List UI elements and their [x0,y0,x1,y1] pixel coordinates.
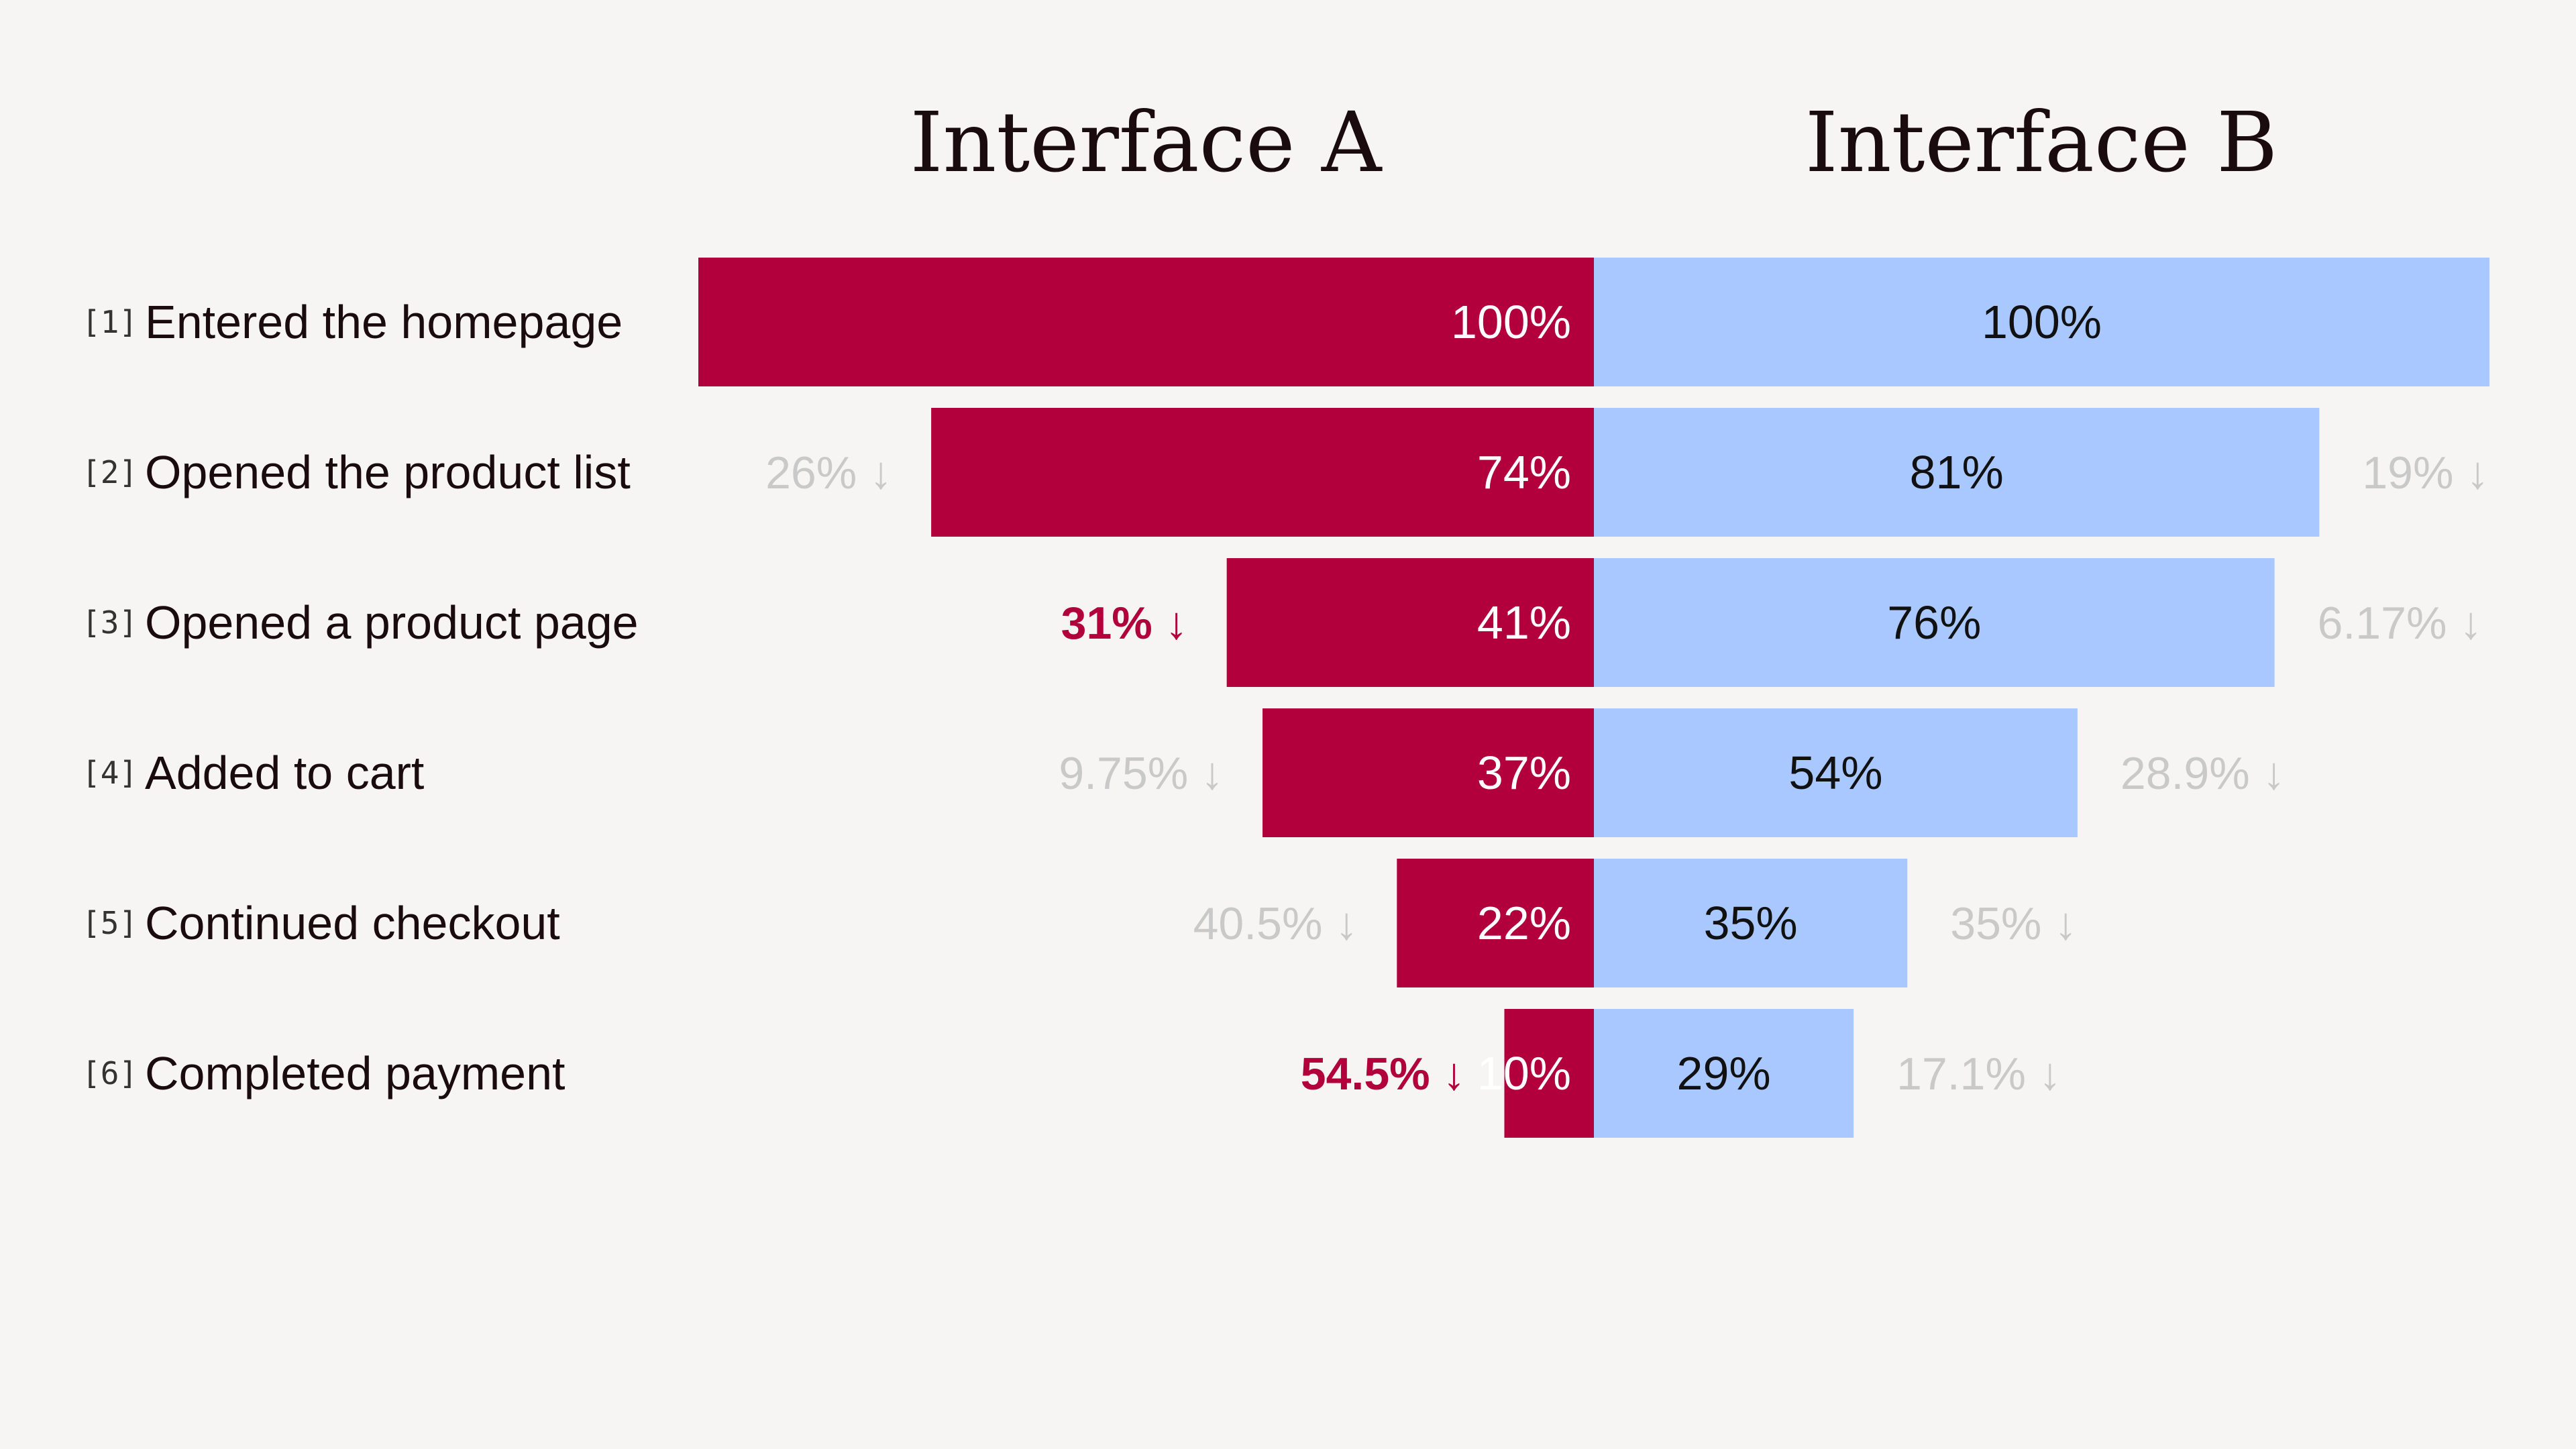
bar-interface-a [1263,708,1594,837]
value-label-interface-a: 41% [1477,596,1571,649]
value-label-interface-b: 54% [1788,747,1882,799]
bar-interface-b [1594,558,2275,687]
step-label: Continued checkout [145,897,560,949]
funnel-rows: [1] Entered the homepage 100% 100%[2] Opened… [82,258,2489,1138]
value-label-interface-a: 22% [1477,897,1571,949]
step-label: Entered the homepage [145,296,623,348]
funnel-row-4: [4] Added to cart 37% 54% 9.75% ↓ 28.9% ↓ [82,708,2286,837]
value-label-interface-a: 74% [1477,446,1571,498]
drop-label-interface-b: 19% ↓ [2362,447,2489,498]
value-label-interface-b: 100% [1982,296,2102,348]
value-label-interface-a: 37% [1477,747,1571,799]
title-interface-b: Interface B [1805,95,2278,191]
bar-interface-b [1594,408,2320,537]
drop-label-interface-a: 40.5% ↓ [1193,898,1358,949]
step-label: Added to cart [145,747,424,799]
step-number: [4] [82,755,138,791]
funnel-row-5: [5] Continued checkout 22% 35% 40.5% ↓ 35% ↓ [82,859,2077,987]
funnel-row-3: [3] Opened a product page 41% 76% 31% ↓ 6.17%… [82,558,2482,687]
bar-interface-b [1594,258,2489,386]
step-number: [5] [82,905,138,941]
value-label-interface-b: 29% [1677,1047,1771,1099]
step-number: [6] [82,1055,138,1091]
drop-label-interface-a: 26% ↓ [765,447,892,498]
value-label-interface-a: 10% [1477,1047,1571,1099]
title-interface-a: Interface A [910,95,1383,191]
value-label-interface-b: 76% [1887,596,1981,649]
bar-interface-a [698,258,1594,386]
drop-label-interface-a: 31% ↓ [1061,598,1188,649]
bar-interface-a [1397,859,1594,987]
step-number: [3] [82,604,138,641]
funnel-row-6: [6] Completed payment 10% 29% 54.5% ↓ 17.1% ↓ [82,1009,2061,1138]
bar-interface-a [1226,558,1594,687]
step-label: Opened the product list [145,446,631,498]
drop-label-interface-b: 28.9% ↓ [2121,748,2286,799]
step-number: [2] [82,454,138,490]
step-label: Completed payment [145,1047,565,1099]
bar-interface-b [1594,859,1908,987]
value-label-interface-b: 35% [1704,897,1798,949]
drop-label-interface-a: 54.5% ↓ [1301,1049,1466,1099]
value-label-interface-b: 81% [1910,446,2004,498]
funnel-row-2: [2] Opened the product list 74% 81% 26% ↓ 19%… [82,408,2489,537]
bar-interface-a [931,408,1594,537]
funnel-row-1: [1] Entered the homepage 100% 100% [82,258,2489,386]
bar-interface-a [1504,1009,1594,1138]
bar-interface-b [1594,708,2078,837]
drop-label-interface-b: 17.1% ↓ [1896,1049,2061,1099]
drop-label-interface-b: 35% ↓ [1950,898,2077,949]
step-label: Opened a product page [145,596,639,649]
bar-interface-b [1594,1009,1854,1138]
step-number: [1] [82,304,138,340]
drop-label-interface-b: 6.17% ↓ [2318,598,2483,649]
value-label-interface-a: 100% [1451,296,1571,348]
drop-label-interface-a: 9.75% ↓ [1059,748,1224,799]
